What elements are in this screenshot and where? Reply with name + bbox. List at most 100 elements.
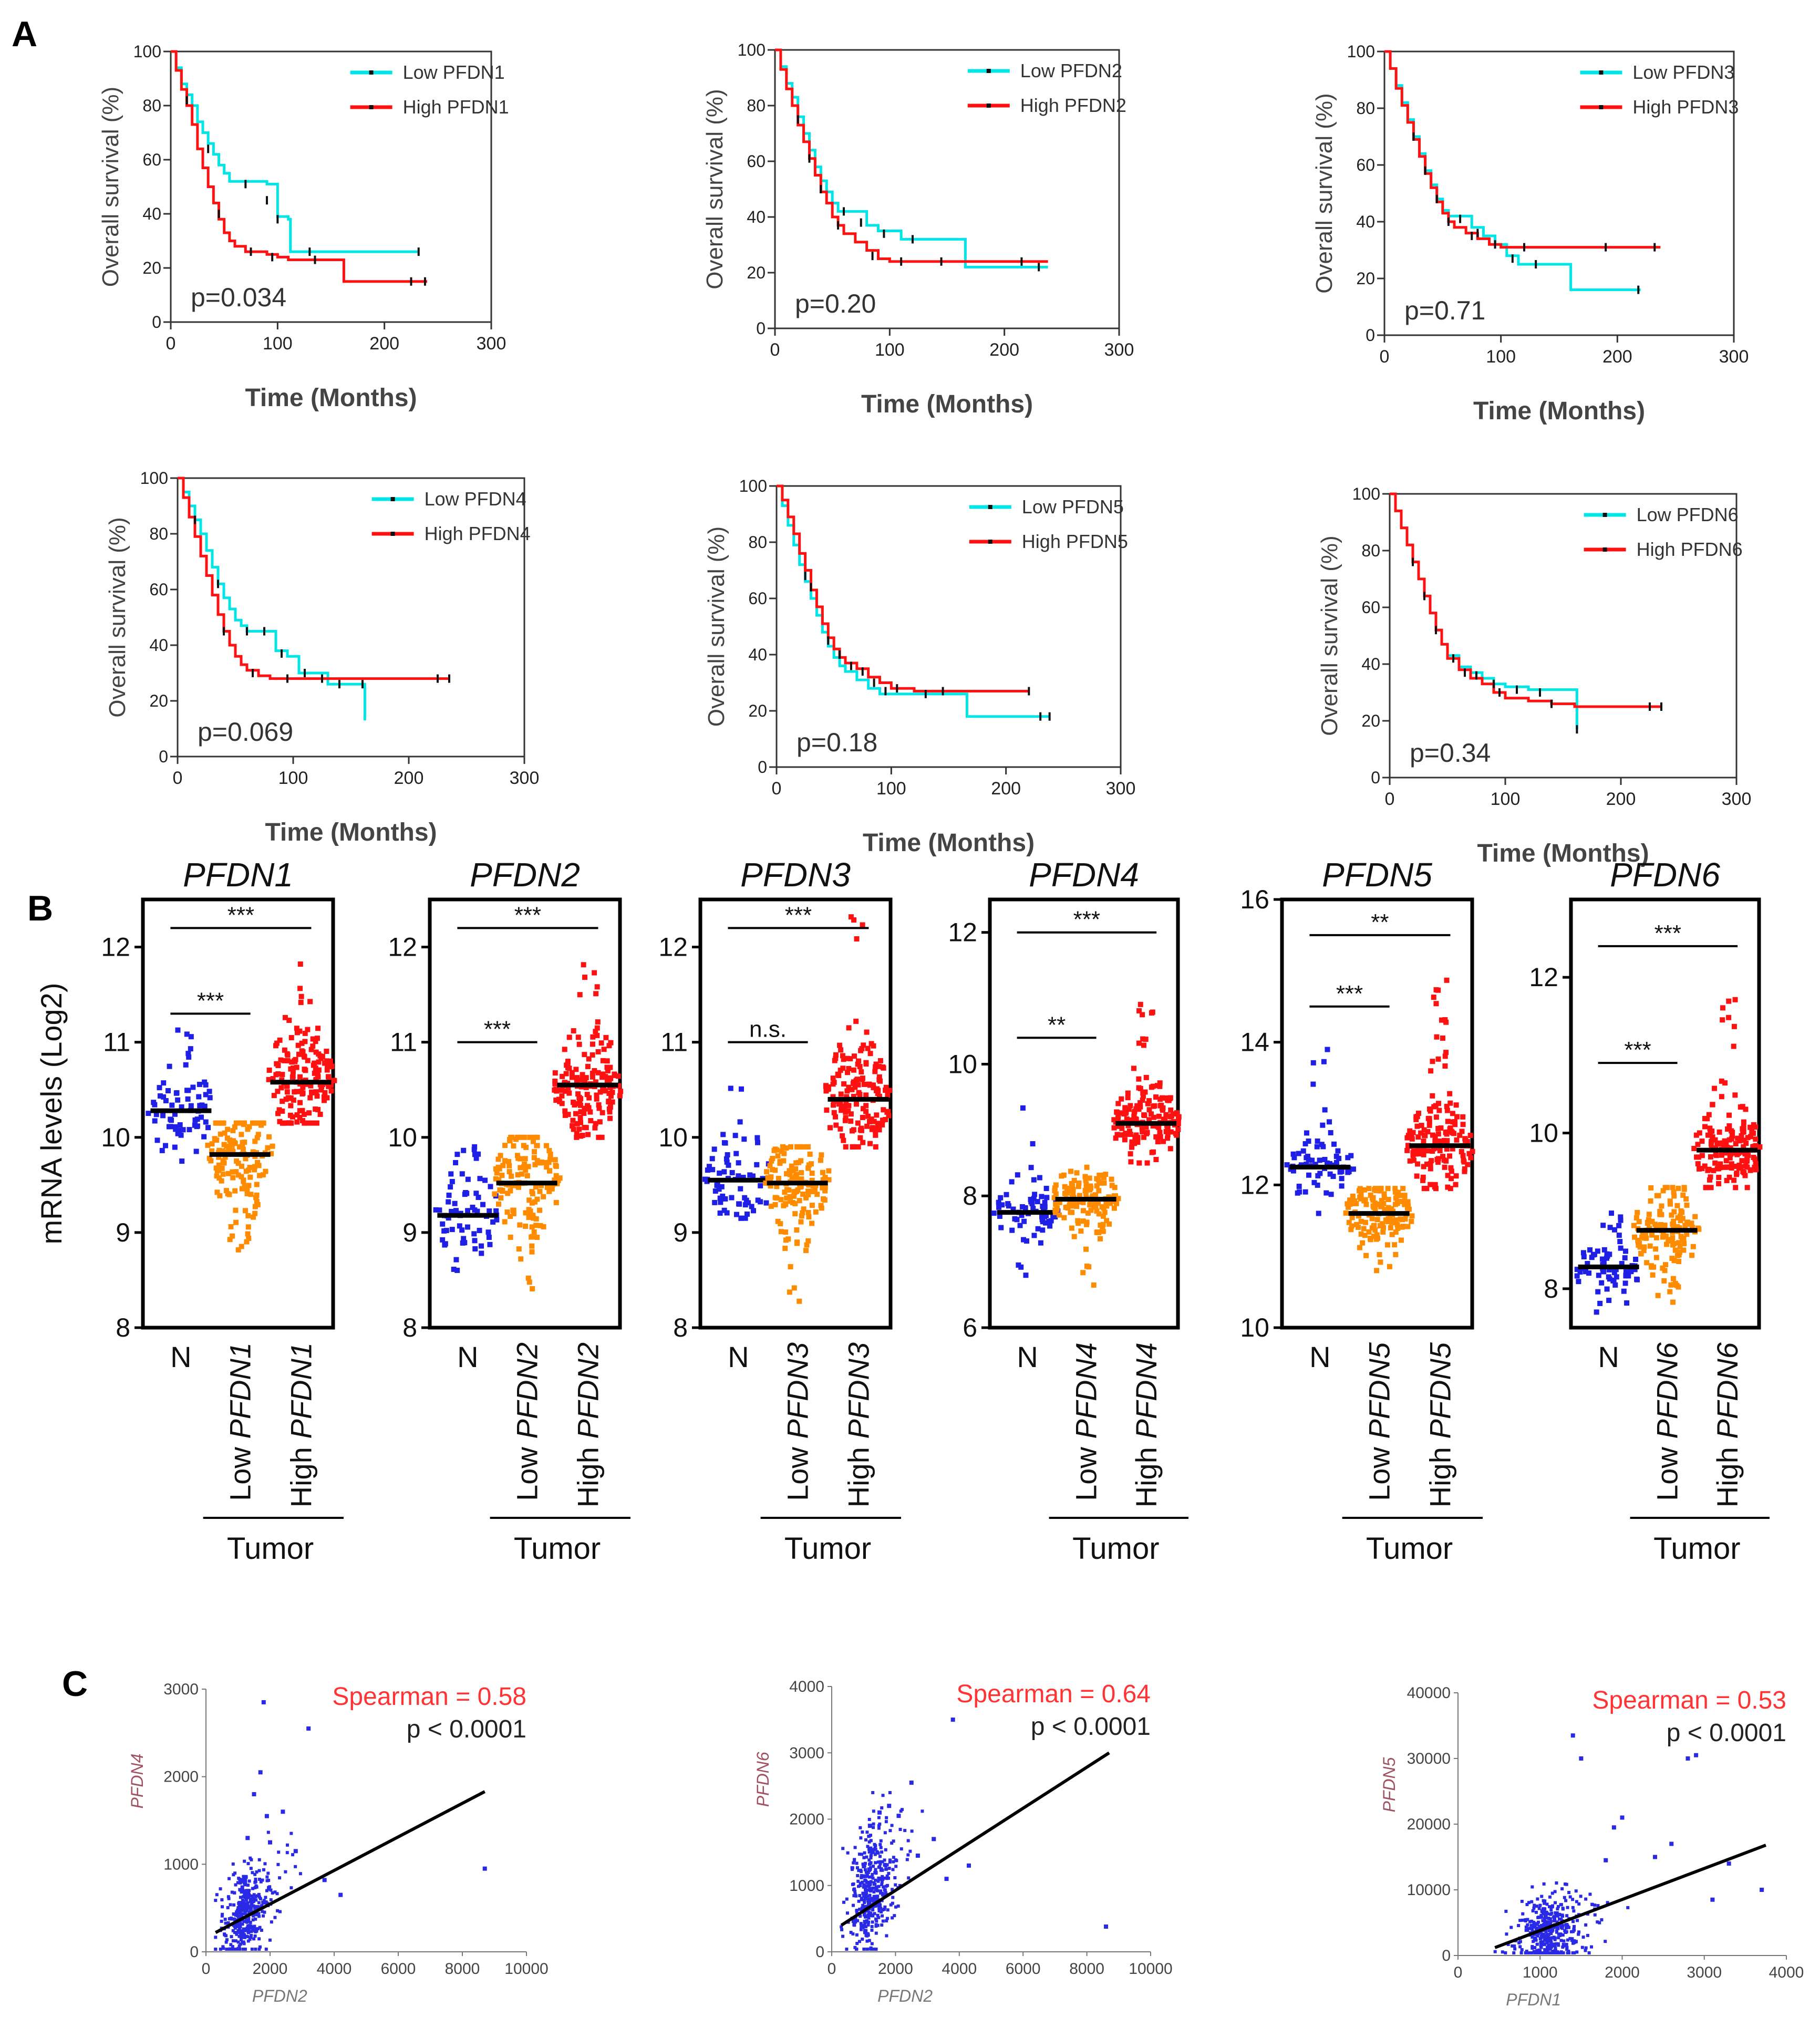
data-point [873, 1064, 878, 1070]
data-point [440, 1237, 446, 1243]
data-point [1723, 1158, 1729, 1164]
data-point [1745, 1135, 1751, 1141]
data-point [224, 1921, 228, 1925]
data-point [887, 1867, 891, 1870]
data-point [862, 1885, 865, 1889]
data-point [1552, 1936, 1556, 1939]
data-point [1564, 1899, 1568, 1902]
data-point [848, 1111, 854, 1117]
data-point [1461, 1159, 1467, 1165]
x-tick-label: 100 [278, 768, 308, 788]
group-dots-0 [702, 1085, 771, 1221]
data-point [241, 1177, 246, 1183]
scatter-points [840, 1717, 1109, 1951]
data-point [1504, 1951, 1507, 1954]
data-point [586, 1095, 592, 1101]
data-point [1431, 1104, 1437, 1110]
data-point [1346, 1219, 1352, 1225]
data-point [1053, 1182, 1059, 1188]
data-point [1595, 1248, 1600, 1254]
data-point [1387, 1264, 1392, 1269]
data-point [232, 1948, 235, 1951]
data-point [794, 1176, 800, 1182]
data-point [868, 1914, 872, 1918]
data-point [302, 1054, 307, 1060]
data-point [537, 1223, 543, 1228]
data-point [280, 1099, 285, 1104]
data-point [1606, 1267, 1612, 1272]
x-group-label: N [728, 1340, 749, 1373]
data-point [237, 1920, 241, 1924]
data-point [1549, 1912, 1553, 1916]
data-point [720, 1193, 726, 1199]
data-point [194, 1116, 200, 1122]
data-point [862, 1947, 866, 1951]
data-point [1565, 1946, 1569, 1949]
outlier-point [1570, 1733, 1575, 1738]
data-point [254, 1198, 260, 1204]
data-point [254, 1884, 258, 1888]
x-tick-label: 0 [772, 779, 782, 799]
data-point [225, 1171, 231, 1176]
data-point [1444, 1108, 1450, 1113]
data-point [531, 1229, 537, 1235]
data-point [880, 1877, 883, 1881]
data-point [301, 1112, 307, 1118]
data-point [258, 1897, 262, 1900]
data-point [313, 1089, 319, 1095]
data-point [1588, 1892, 1592, 1896]
data-point [1449, 1176, 1454, 1182]
data-point [1564, 1926, 1568, 1930]
data-point [325, 1063, 330, 1069]
group-dots-2 [1404, 977, 1475, 1192]
data-point [261, 1910, 264, 1913]
data-point [1600, 1269, 1606, 1275]
data-point [329, 1063, 335, 1069]
data-point [1560, 1927, 1564, 1930]
data-point [238, 1925, 242, 1929]
data-point [840, 1928, 844, 1931]
group-label-prefix: Low [511, 1439, 544, 1501]
data-point [1366, 1186, 1372, 1192]
data-point [872, 1809, 875, 1813]
y-axis-title: mRNA levels (Log2) [35, 983, 68, 1245]
data-point [758, 1183, 763, 1188]
data-point [1350, 1166, 1356, 1172]
data-point [275, 1071, 281, 1077]
y-tick-label: 80 [747, 96, 766, 115]
data-point [240, 1878, 243, 1881]
data-point [256, 1894, 260, 1898]
data-point [289, 1059, 295, 1065]
data-point [578, 1120, 584, 1125]
data-point [1413, 1151, 1419, 1157]
data-point [1443, 1130, 1449, 1135]
legend-label: Low PFDN3 [1632, 61, 1734, 83]
data-point [1030, 1141, 1036, 1147]
data-point [497, 1166, 502, 1172]
data-point [837, 1068, 843, 1073]
data-point [500, 1187, 505, 1193]
data-point [1149, 1111, 1154, 1117]
data-point [1667, 1289, 1673, 1295]
data-point [1131, 1110, 1137, 1116]
data-point [1726, 998, 1732, 1004]
data-point [525, 1164, 531, 1170]
data-point [157, 1093, 163, 1099]
data-point [1381, 1201, 1387, 1206]
data-point [294, 1865, 297, 1868]
data-point [1601, 1259, 1607, 1265]
group-label-prefix: High [1423, 1439, 1456, 1508]
data-point [196, 1094, 202, 1100]
data-point [712, 1199, 718, 1205]
data-point [206, 1155, 212, 1161]
data-point [1378, 1259, 1383, 1265]
data-point [275, 1111, 281, 1116]
data-point [863, 1865, 866, 1868]
x-tick-label: 0 [770, 340, 780, 360]
data-point [1598, 1921, 1601, 1924]
data-point [1732, 1163, 1738, 1169]
data-point [1325, 1047, 1330, 1052]
data-point [1520, 1899, 1524, 1903]
data-point [783, 1145, 789, 1151]
group-dots-2 [1691, 997, 1763, 1191]
